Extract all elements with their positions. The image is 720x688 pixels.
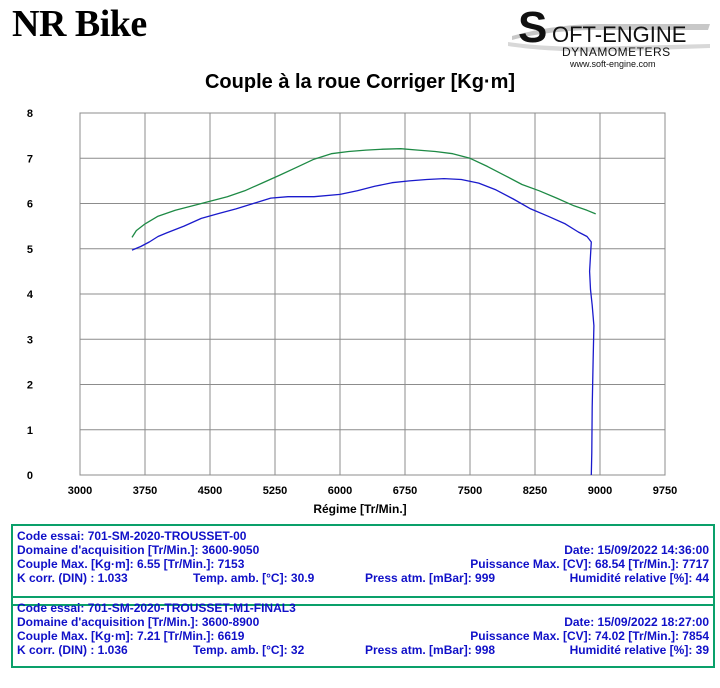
x-tick-label: 7500 <box>458 485 482 497</box>
series-line-2 <box>131 148 596 238</box>
test-1-kcorr: K corr. (DIN) : 1.033 <box>17 571 128 585</box>
logo-line1: OFT-ENGINE <box>552 22 686 47</box>
y-tick-label: 2 <box>27 380 33 392</box>
x-tick-label: 9750 <box>653 485 677 497</box>
test-1-date: Date: 15/09/2022 14:36:00 <box>564 543 709 557</box>
logo-line2: DYNAMOMETERS <box>562 45 671 59</box>
y-tick-label: 8 <box>27 108 33 120</box>
test-2-range: Domaine d'acquisition [Tr/Min.]: 3600-89… <box>17 615 260 629</box>
test-2-humid: Humidité relative [%]: 39 <box>569 643 709 657</box>
test-1-press: Press atm. [mBar]: 999 <box>365 571 496 585</box>
test-1-humid: Humidité relative [%]: 44 <box>569 571 709 585</box>
x-tick-label: 6000 <box>328 485 352 497</box>
test-2-date: Date: 15/09/2022 18:27:00 <box>564 615 709 629</box>
y-tick-label: 7 <box>27 153 33 165</box>
test-info-box-1: Code essai: 701-SM-2020-TROUSSET-00 Doma… <box>11 524 715 606</box>
x-axis-label: Régime [Tr/Min.] <box>313 502 406 516</box>
test-2-code: Code essai: 701-SM-2020-TROUSSET-M1-FINA… <box>17 601 296 615</box>
x-tick-label: 9000 <box>588 485 612 497</box>
svg-text:S: S <box>518 3 547 52</box>
x-axis-ticks: 3000 3750 4500 5250 6000 6750 7500 8250 9000 9750 <box>68 485 677 497</box>
chart-title: Couple à la roue Corriger [Kg·m] <box>204 71 516 93</box>
x-tick-label: 6750 <box>393 485 417 497</box>
test-2-power: Puissance Max. [CV]: 74.02 [Tr/Min.]: 78… <box>470 629 709 643</box>
y-tick-label: 5 <box>27 244 33 256</box>
series-line-1 <box>131 177 595 476</box>
test-1-power: Puissance Max. [CV]: 68.54 [Tr/Min.]: 77… <box>470 557 709 571</box>
grid <box>79 112 666 476</box>
y-tick-label: 0 <box>27 470 33 482</box>
x-tick-label: 4500 <box>198 485 222 497</box>
series-lines <box>131 148 596 476</box>
brand-title: NR Bike <box>12 3 147 45</box>
test-2-kcorr: K corr. (DIN) : 1.036 <box>17 643 128 657</box>
test-1-temp: Temp. amb. [°C]: 30.9 <box>193 571 315 585</box>
test-info-box-2: Code essai: 701-SM-2020-TROUSSET-M1-FINA… <box>11 596 715 668</box>
torque-chart: 3000 3750 4500 5250 6000 6750 7500 8250 9000 9750… <box>27 108 677 516</box>
x-tick-label: 5250 <box>263 485 287 497</box>
test-2-press: Press atm. [mBar]: 998 <box>365 643 496 657</box>
x-tick-label: 3750 <box>133 485 157 497</box>
y-tick-label: 4 <box>27 289 34 301</box>
test-1-range: Domaine d'acquisition [Tr/Min.]: 3600-90… <box>17 543 260 557</box>
soft-engine-logo: S OFT-ENGINE DYNAMOMETERS www.soft-engin… <box>508 3 710 69</box>
y-tick-label: 6 <box>27 199 33 211</box>
y-axis-ticks: 0 1 2 3 4 5 6 7 8 <box>27 108 34 482</box>
logo-url: www.soft-engine.com <box>569 59 656 69</box>
x-tick-label: 3000 <box>68 485 92 497</box>
test-1-code: Code essai: 701-SM-2020-TROUSSET-00 <box>17 529 247 543</box>
test-2-temp: Temp. amb. [°C]: 32 <box>193 643 305 657</box>
test-2-torque: Couple Max. [Kg·m]: 7.21 [Tr/Min.]: 6619 <box>17 629 245 643</box>
x-tick-label: 8250 <box>523 485 547 497</box>
y-tick-label: 1 <box>27 425 33 437</box>
y-tick-label: 3 <box>27 334 33 346</box>
test-1-torque: Couple Max. [Kg·m]: 6.55 [Tr/Min.]: 7153 <box>17 557 245 571</box>
